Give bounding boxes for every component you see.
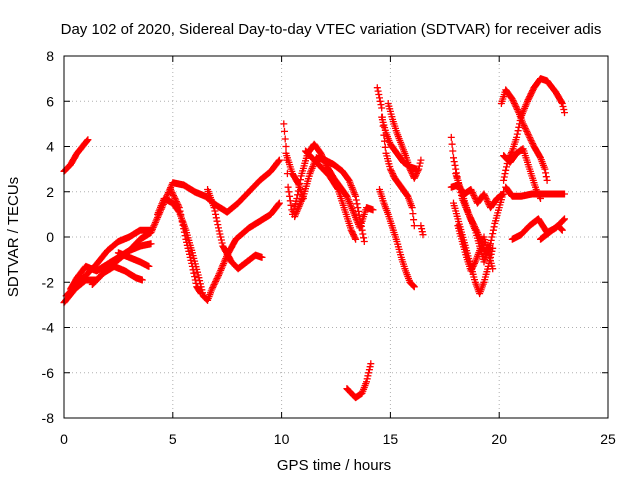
series-s09: [204, 186, 266, 273]
y-tick-label: -8: [42, 410, 55, 426]
series-marker-path: [291, 154, 368, 245]
y-tick-label: -4: [42, 320, 55, 336]
y-tick-label: -6: [42, 365, 55, 381]
series-s03: [62, 226, 155, 300]
series-marker-path: [204, 186, 266, 273]
plot-area-border: [63, 55, 609, 419]
x-tick-label: 0: [60, 431, 68, 447]
series-s15: [373, 84, 418, 230]
series-s19: [417, 222, 427, 239]
series-s23: [454, 222, 497, 275]
y-tick-label: 4: [46, 139, 54, 155]
series-s05: [88, 262, 146, 288]
y-axis-label: SDTVAR / TECUs: [5, 177, 22, 297]
data-marks: [60, 75, 568, 402]
series-marker-path: [447, 181, 508, 212]
y-tick-label: 0: [46, 229, 54, 245]
series-s12: [291, 154, 368, 245]
x-tick-label: 25: [600, 431, 616, 447]
series-marker-path: [62, 226, 155, 300]
series-marker-path: [500, 75, 568, 184]
series-marker-path: [343, 360, 375, 402]
series-s16: [376, 186, 418, 291]
series-marker-path: [454, 222, 497, 275]
series-s24: [447, 181, 508, 212]
series-marker-path: [378, 113, 420, 173]
y-tick-label: 8: [46, 48, 54, 64]
series-s01: [60, 136, 92, 175]
series-s07: [154, 195, 283, 304]
series-s26: [500, 75, 568, 184]
x-tick-label: 10: [274, 431, 290, 447]
series-s18: [378, 113, 420, 173]
series-marker-path: [167, 186, 205, 298]
series-marker-path: [302, 147, 360, 243]
series-marker-path: [60, 136, 92, 175]
x-tick-label: 5: [169, 431, 177, 447]
series-marker-path: [502, 183, 568, 200]
series-marker-path: [417, 222, 427, 239]
series-marker-path: [114, 249, 153, 270]
tick-labels: 0 5 10 15 20 25 -8 -6 -4 -2 0 2 4 6 8: [42, 48, 616, 447]
series-marker-path: [376, 186, 418, 291]
series-marker-path: [88, 262, 146, 288]
chart-title: Day 102 of 2020, Sidereal Day-to-day VTE…: [61, 21, 602, 38]
series-s13: [302, 147, 360, 243]
series-s30: [537, 222, 566, 243]
series-marker-path: [154, 195, 283, 304]
series-s06: [114, 249, 153, 270]
x-axis-label: GPS time / hours: [277, 457, 391, 474]
series-s14: [343, 360, 375, 402]
series-marker-path: [373, 84, 418, 230]
y-tick-label: 6: [46, 93, 54, 109]
x-tick-label: 15: [383, 431, 399, 447]
series-marker-path: [537, 222, 566, 243]
y-tick-label: -2: [42, 274, 55, 290]
y-tick-label: 2: [46, 184, 54, 200]
x-tick-label: 20: [491, 431, 507, 447]
series-s28: [502, 183, 568, 200]
series-s08: [167, 186, 205, 298]
